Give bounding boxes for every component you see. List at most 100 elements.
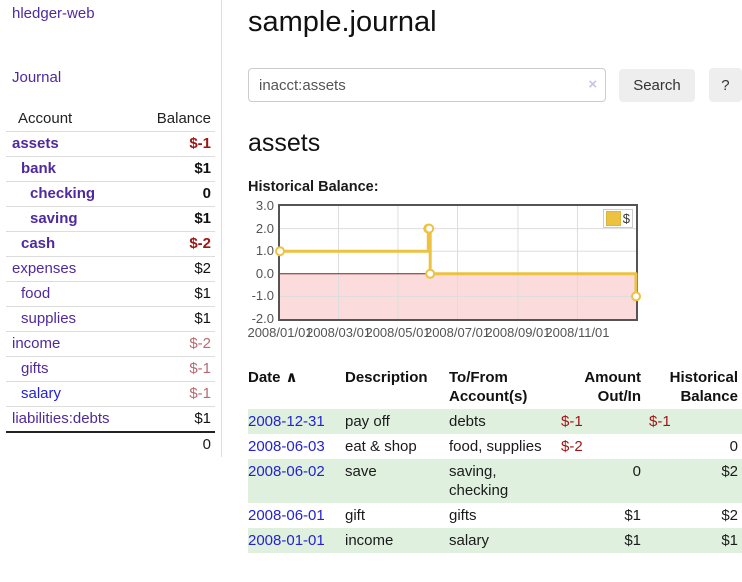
account-balance: $-1 [189,359,211,379]
chart-plot-area: $ [278,204,638,321]
account-balance: $-1 [189,134,211,154]
transaction-date-link[interactable]: 2008-06-02 [248,463,325,480]
transaction-balance: 0 [649,434,742,459]
transaction-balance: $-1 [649,409,742,434]
transaction-description: save [345,459,449,503]
search-input[interactable] [248,68,606,102]
account-balance: $1 [194,159,211,179]
account-row: bank $1 [6,156,215,181]
transaction-description: pay off [345,409,449,434]
transaction-balance: $1 [649,528,742,553]
transaction-description: income [345,528,449,553]
account-row: cash $-2 [6,231,215,256]
page-title: sample.journal [248,6,742,39]
search-form: × Search ? [248,68,742,102]
transactions-table: Date∧DescriptionTo/FromAccount(s)AmountO… [248,366,742,553]
account-row: expenses $2 [6,256,215,281]
transaction-date-link[interactable]: 2008-06-03 [248,438,325,455]
account-balance: $1 [194,284,211,304]
account-row: income $-2 [6,331,215,356]
legend-label: $ [623,211,630,226]
transaction-accounts: saving, checking [449,459,561,503]
transaction-amount: $1 [561,503,649,528]
sidebar-account-link[interactable]: cash [6,234,55,254]
transaction-row: 2008-06-01giftgifts$1$2 [248,503,742,528]
y-axis-tick-label: -1.0 [248,289,274,303]
chart-legend: $ [603,209,633,228]
sort-ascending-icon: ∧ [286,369,298,386]
sidebar-account-link[interactable]: assets [6,134,59,154]
sidebar-account-link[interactable]: liabilities:debts [6,409,110,429]
account-balance: $2 [194,259,211,279]
account-row: checking0 [6,181,215,206]
transaction-amount: 0 [561,459,649,503]
balance-column-header: Balance [157,110,211,127]
sidebar-account-link[interactable]: gifts [6,359,49,379]
column-header-date[interactable]: Date∧ [248,366,345,409]
transaction-date-cell: 2008-06-02 [248,459,345,503]
transaction-date-link[interactable]: 2008-01-01 [248,532,325,549]
account-balance: $-2 [189,234,211,254]
chart-title: Historical Balance: [248,179,742,195]
clear-search-icon[interactable]: × [588,76,597,93]
transaction-date-cell: 2008-06-03 [248,434,345,459]
account-rows: assets$-1bank$1checking0saving$1cash$-2e… [6,131,215,431]
sidebar-account-link[interactable]: supplies [6,309,76,329]
transaction-amount: $-1 [561,409,649,434]
transaction-date-cell: 2008-06-01 [248,503,345,528]
account-row: food $1 [6,281,215,306]
transaction-accounts: debts [449,409,561,434]
x-axis-tick-label: 2008/05/01 [365,325,430,340]
y-axis-tick-label: -2.0 [248,312,274,326]
accounts-table-header: Account Balance [6,107,215,131]
app-brand-link[interactable]: hledger-web [0,0,221,22]
account-row: supplies$1 [6,306,215,331]
transaction-amount: $1 [561,528,649,553]
y-axis-tick-label: 0.0 [248,267,274,281]
historical-balance-chart: 3.02.01.00.0-1.0-2.0 $ 2008/01/012008/03… [248,204,668,342]
account-row: gifts $-1 [6,356,215,381]
column-header-historical-balance: HistoricalBalance [649,366,742,409]
transaction-date-link[interactable]: 2008-06-01 [248,507,325,524]
sidebar: hledger-web Journal Account Balance asse… [0,0,222,457]
sidebar-account-link[interactable]: bank [6,159,56,179]
search-button[interactable]: Search [619,69,695,102]
account-balance: $-1 [189,384,211,404]
y-axis-tick-label: 3.0 [248,199,274,213]
x-axis-tick-label: 2008/03/01 [306,325,371,340]
transaction-balance: $2 [649,503,742,528]
sidebar-account-link[interactable]: saving [6,209,78,229]
account-heading: assets [248,129,742,158]
transaction-date-link[interactable]: 2008-12-31 [248,413,325,430]
transaction-row: 2008-06-03eat & shopfood, supplies$-20 [248,434,742,459]
account-balance: $1 [194,409,211,429]
sidebar-account-link[interactable]: income [6,334,60,354]
transaction-amount: $-2 [561,434,649,459]
x-axis-tick-label: 2008/11/01 [545,325,609,340]
transaction-date-cell: 2008-01-01 [248,528,345,553]
transaction-row: 2008-01-01incomesalary$1$1 [248,528,742,553]
chart-canvas [280,206,636,319]
legend-swatch-icon [606,211,621,226]
transaction-date-cell: 2008-12-31 [248,409,345,434]
sidebar-account-link[interactable]: salary [6,384,61,404]
transaction-balance: $2 [649,459,742,503]
help-button[interactable]: ? [709,68,742,102]
transactions-header-row: Date∧DescriptionTo/FromAccount(s)AmountO… [248,366,742,409]
account-balance: $-2 [189,334,211,354]
sidebar-account-link[interactable]: checking [6,184,95,204]
sidebar-item-journal[interactable]: Journal [0,69,221,86]
transaction-row: 2008-12-31pay offdebts$-1$-1 [248,409,742,434]
y-axis-tick-label: 2.0 [248,222,274,236]
column-header-to-from-account-s: To/FromAccount(s) [449,366,561,409]
x-axis-tick-label: 2008/07/01 [425,325,490,340]
transaction-description: eat & shop [345,434,449,459]
sidebar-account-link[interactable]: food [6,284,50,304]
account-row: assets $-1 [6,131,215,156]
account-row: salary $-1 [6,381,215,406]
transaction-accounts: salary [449,528,561,553]
accounts-table: Account Balance assets$-1bank$1checking0… [6,107,215,457]
search-box: × [248,68,606,102]
sidebar-account-link[interactable]: expenses [6,259,76,279]
transaction-description: gift [345,503,449,528]
